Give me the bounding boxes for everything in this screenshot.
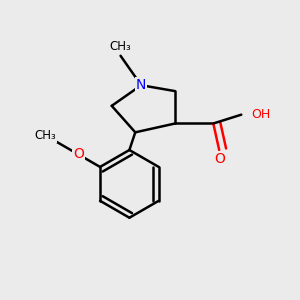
Text: O: O — [214, 152, 225, 166]
Text: OH: OH — [252, 108, 271, 121]
Text: N: N — [136, 78, 146, 92]
Text: CH₃: CH₃ — [110, 40, 131, 53]
Text: O: O — [73, 147, 84, 161]
Text: CH₃: CH₃ — [34, 129, 56, 142]
